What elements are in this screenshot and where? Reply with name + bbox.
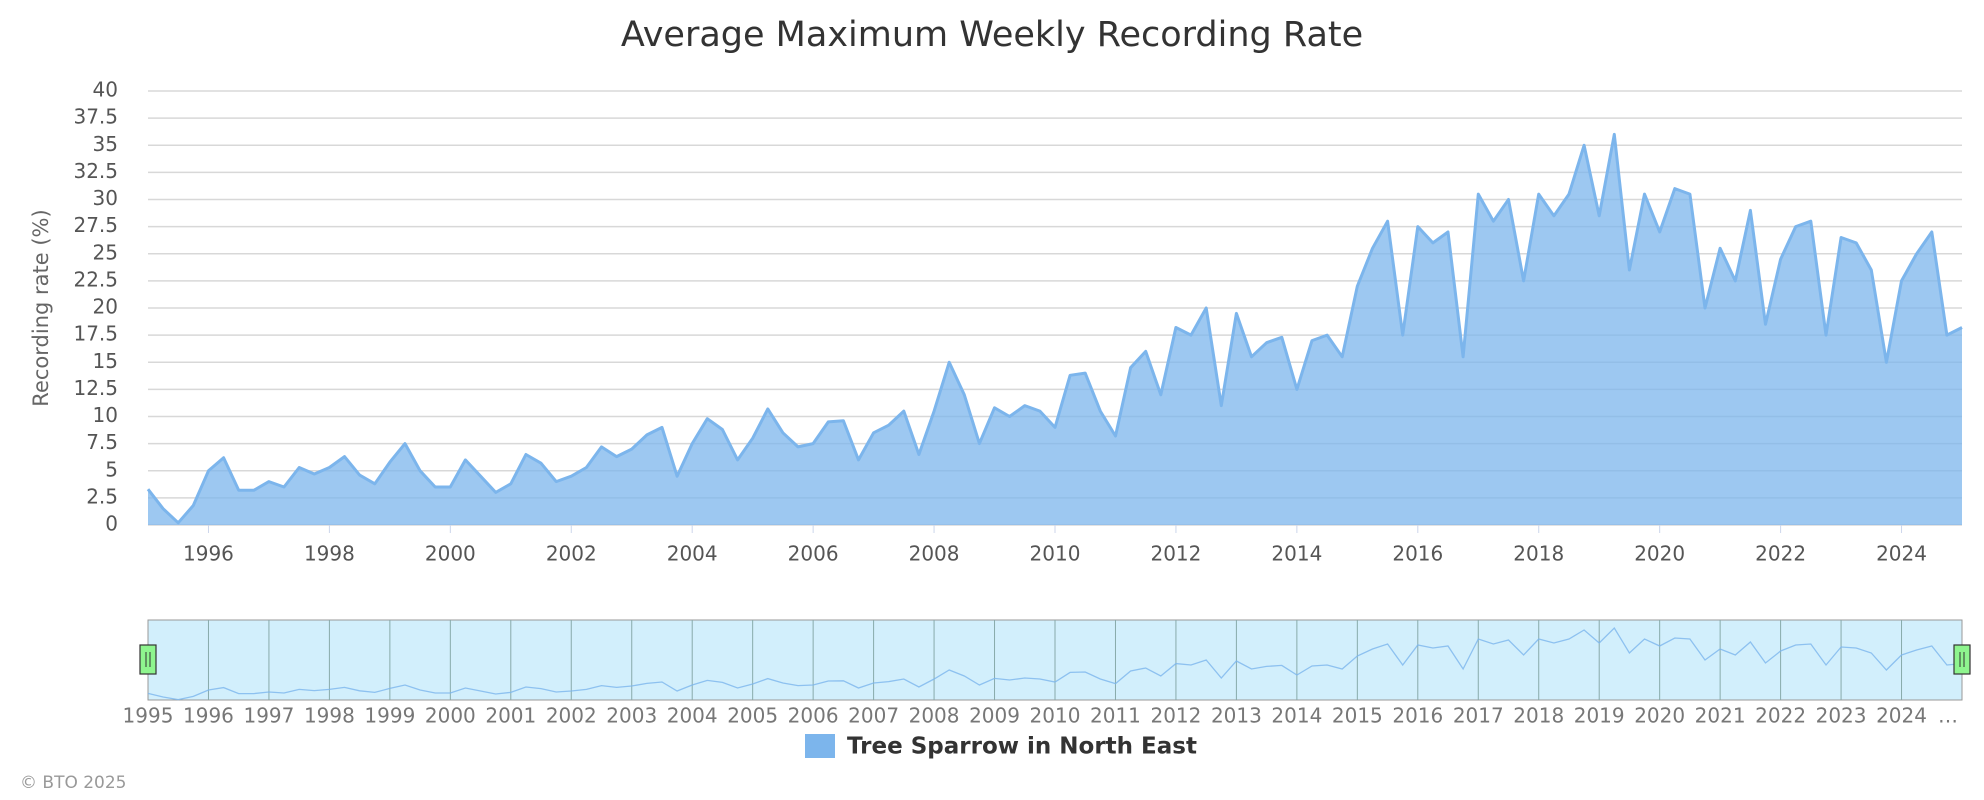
navigator-label: 1998 <box>304 704 355 728</box>
navigator-label: 1996 <box>183 704 234 728</box>
y-tick-label: 27.5 <box>73 213 118 237</box>
navigator-handle <box>1953 644 1971 675</box>
navigator-label: 2007 <box>848 704 899 728</box>
x-tick-label: 2004 <box>667 542 718 566</box>
area-fill <box>148 134 1962 525</box>
y-tick-label: 20 <box>93 295 118 319</box>
navigator-label: 2019 <box>1574 704 1625 728</box>
y-tick-label: 7.5 <box>86 430 118 454</box>
navigator-label: 2018 <box>1513 704 1564 728</box>
area-line <box>146 132 1963 525</box>
x-tick-label: 2014 <box>1271 542 1322 566</box>
y-tick-label: 40 <box>93 78 118 102</box>
x-tick-label: 2022 <box>1755 542 1806 566</box>
navigator-label: 2012 <box>1150 704 1201 728</box>
y-tick-label: 22.5 <box>73 267 118 291</box>
navigator-label: 2022 <box>1755 704 1806 728</box>
navigator-label: 2015 <box>1332 704 1383 728</box>
navigator-label: 2009 <box>969 704 1020 728</box>
y-tick-label: 32.5 <box>73 159 118 183</box>
legend-label: Tree Sparrow in North East <box>847 734 1197 760</box>
x-tick-label: 2002 <box>546 542 597 566</box>
y-tick-label: 2.5 <box>86 484 118 508</box>
navigator-label: 2000 <box>425 704 476 728</box>
x-tick-label: 2012 <box>1150 542 1201 566</box>
x-tick-label: 2018 <box>1513 542 1564 566</box>
navigator-label: 2001 <box>485 704 536 728</box>
y-tick-label: 37.5 <box>73 105 118 129</box>
legend-symbol <box>805 734 835 758</box>
y-tick-label: 0 <box>105 512 118 536</box>
navigator-label: 2013 <box>1211 704 1262 728</box>
navigator-label: 2005 <box>727 704 778 728</box>
y-axis-label: Recording rate (%) <box>29 209 53 406</box>
x-tick-label: 2000 <box>425 542 476 566</box>
navigator-label: 2014 <box>1271 704 1322 728</box>
navigator-label: 2003 <box>606 704 657 728</box>
x-tick-label: 2020 <box>1634 542 1685 566</box>
navigator-label: 2011 <box>1090 704 1141 728</box>
x-tick-label: 2024 <box>1876 542 1927 566</box>
y-tick-label: 35 <box>93 132 118 156</box>
navigator-label: 2024 <box>1876 704 1927 728</box>
y-tick-label: 10 <box>93 403 118 427</box>
navigator-line <box>147 626 1963 701</box>
navigator-label: 2021 <box>1695 704 1746 728</box>
navigator-label: 2008 <box>909 704 960 728</box>
navigator-label: 2010 <box>1030 704 1081 728</box>
y-tick-label: 30 <box>93 186 118 210</box>
navigator-label: 1999 <box>364 704 415 728</box>
navigator-label: 2020 <box>1634 704 1685 728</box>
navigator-label: 2004 <box>667 704 718 728</box>
y-tick-label: 15 <box>93 349 118 373</box>
y-tick-label: 17.5 <box>73 322 118 346</box>
x-tick-label: 1996 <box>183 542 234 566</box>
chart-title: Average Maximum Weekly Recording Rate <box>621 15 1363 55</box>
y-tick-label: 5 <box>105 457 118 481</box>
x-tick-label: 2006 <box>788 542 839 566</box>
x-tick-label: 1998 <box>304 542 355 566</box>
navigator-label: … <box>1938 704 1958 728</box>
navigator-label: 2023 <box>1816 704 1867 728</box>
navigator-label: 1995 <box>123 704 174 728</box>
x-tick-label: 2010 <box>1030 542 1081 566</box>
navigator-label: 2002 <box>546 704 597 728</box>
x-tick-label: 2016 <box>1392 542 1443 566</box>
y-tick-label: 25 <box>93 240 118 264</box>
navigator-label: 2006 <box>788 704 839 728</box>
credit: © BTO 2025 <box>20 773 127 793</box>
navigator-label: 1997 <box>243 704 294 728</box>
navigator-label: 2017 <box>1453 704 1504 728</box>
x-tick-label: 2008 <box>909 542 960 566</box>
navigator-handle <box>139 644 157 675</box>
y-tick-label: 12.5 <box>73 376 118 400</box>
navigator-label: 2016 <box>1392 704 1443 728</box>
